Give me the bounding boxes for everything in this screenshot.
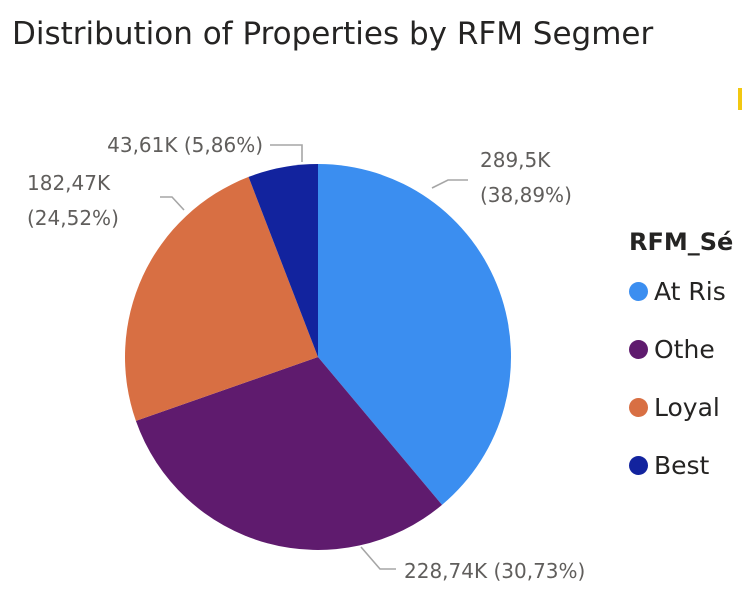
legend-marker: [629, 455, 648, 475]
data-labels: 289,5K (38,89%) 228,74K (30,73%) 182,47K (24…: [27, 133, 585, 583]
legend-title: RFM_Sé: [629, 228, 734, 256]
leader-line-best: [270, 144, 303, 162]
value-label-at-ris: 289,5K: [480, 148, 551, 172]
legend: RFM_Sé At Ris Othe Loyal Best: [629, 222, 742, 494]
clipped-element-edge: [738, 88, 742, 110]
data-label-othe: 228,74K (30,73%): [404, 559, 585, 583]
pie-slices: [124, 164, 511, 550]
leader-line-at-ris: [431, 179, 468, 189]
pie-slice-othe[interactable]: [135, 357, 443, 550]
pie-slice-at-ris[interactable]: [318, 164, 511, 505]
legend-marker: [629, 281, 648, 301]
pie-slice-best[interactable]: [248, 164, 318, 357]
legend-item-others[interactable]: Othe: [629, 320, 742, 378]
leader-line-loyal: [160, 196, 185, 211]
data-label-best: 43,61K (5,86%): [107, 133, 263, 157]
legend-marker: [629, 339, 648, 359]
legend-label: Loyal: [654, 392, 720, 422]
percent-label-loyal: (24,52%): [27, 206, 119, 230]
legend-item-at-risk[interactable]: At Ris: [629, 262, 742, 320]
percent-label-at-ris: (38,89%): [480, 183, 572, 207]
chart-title: Distribution of Properties by RFM Segmer: [12, 16, 654, 52]
legend-label: Best: [654, 450, 710, 480]
leader-line-othe: [360, 546, 396, 570]
legend-label: Othe: [654, 334, 715, 364]
legend-label: At Ris: [654, 276, 726, 306]
legend-item-loyal[interactable]: Loyal: [629, 378, 742, 436]
legend-marker: [629, 397, 648, 417]
leader-lines: [160, 144, 468, 570]
value-label-loyal: 182,47K: [27, 171, 111, 195]
legend-item-best[interactable]: Best: [629, 436, 742, 494]
pie-slice-loyal[interactable]: [124, 176, 318, 421]
